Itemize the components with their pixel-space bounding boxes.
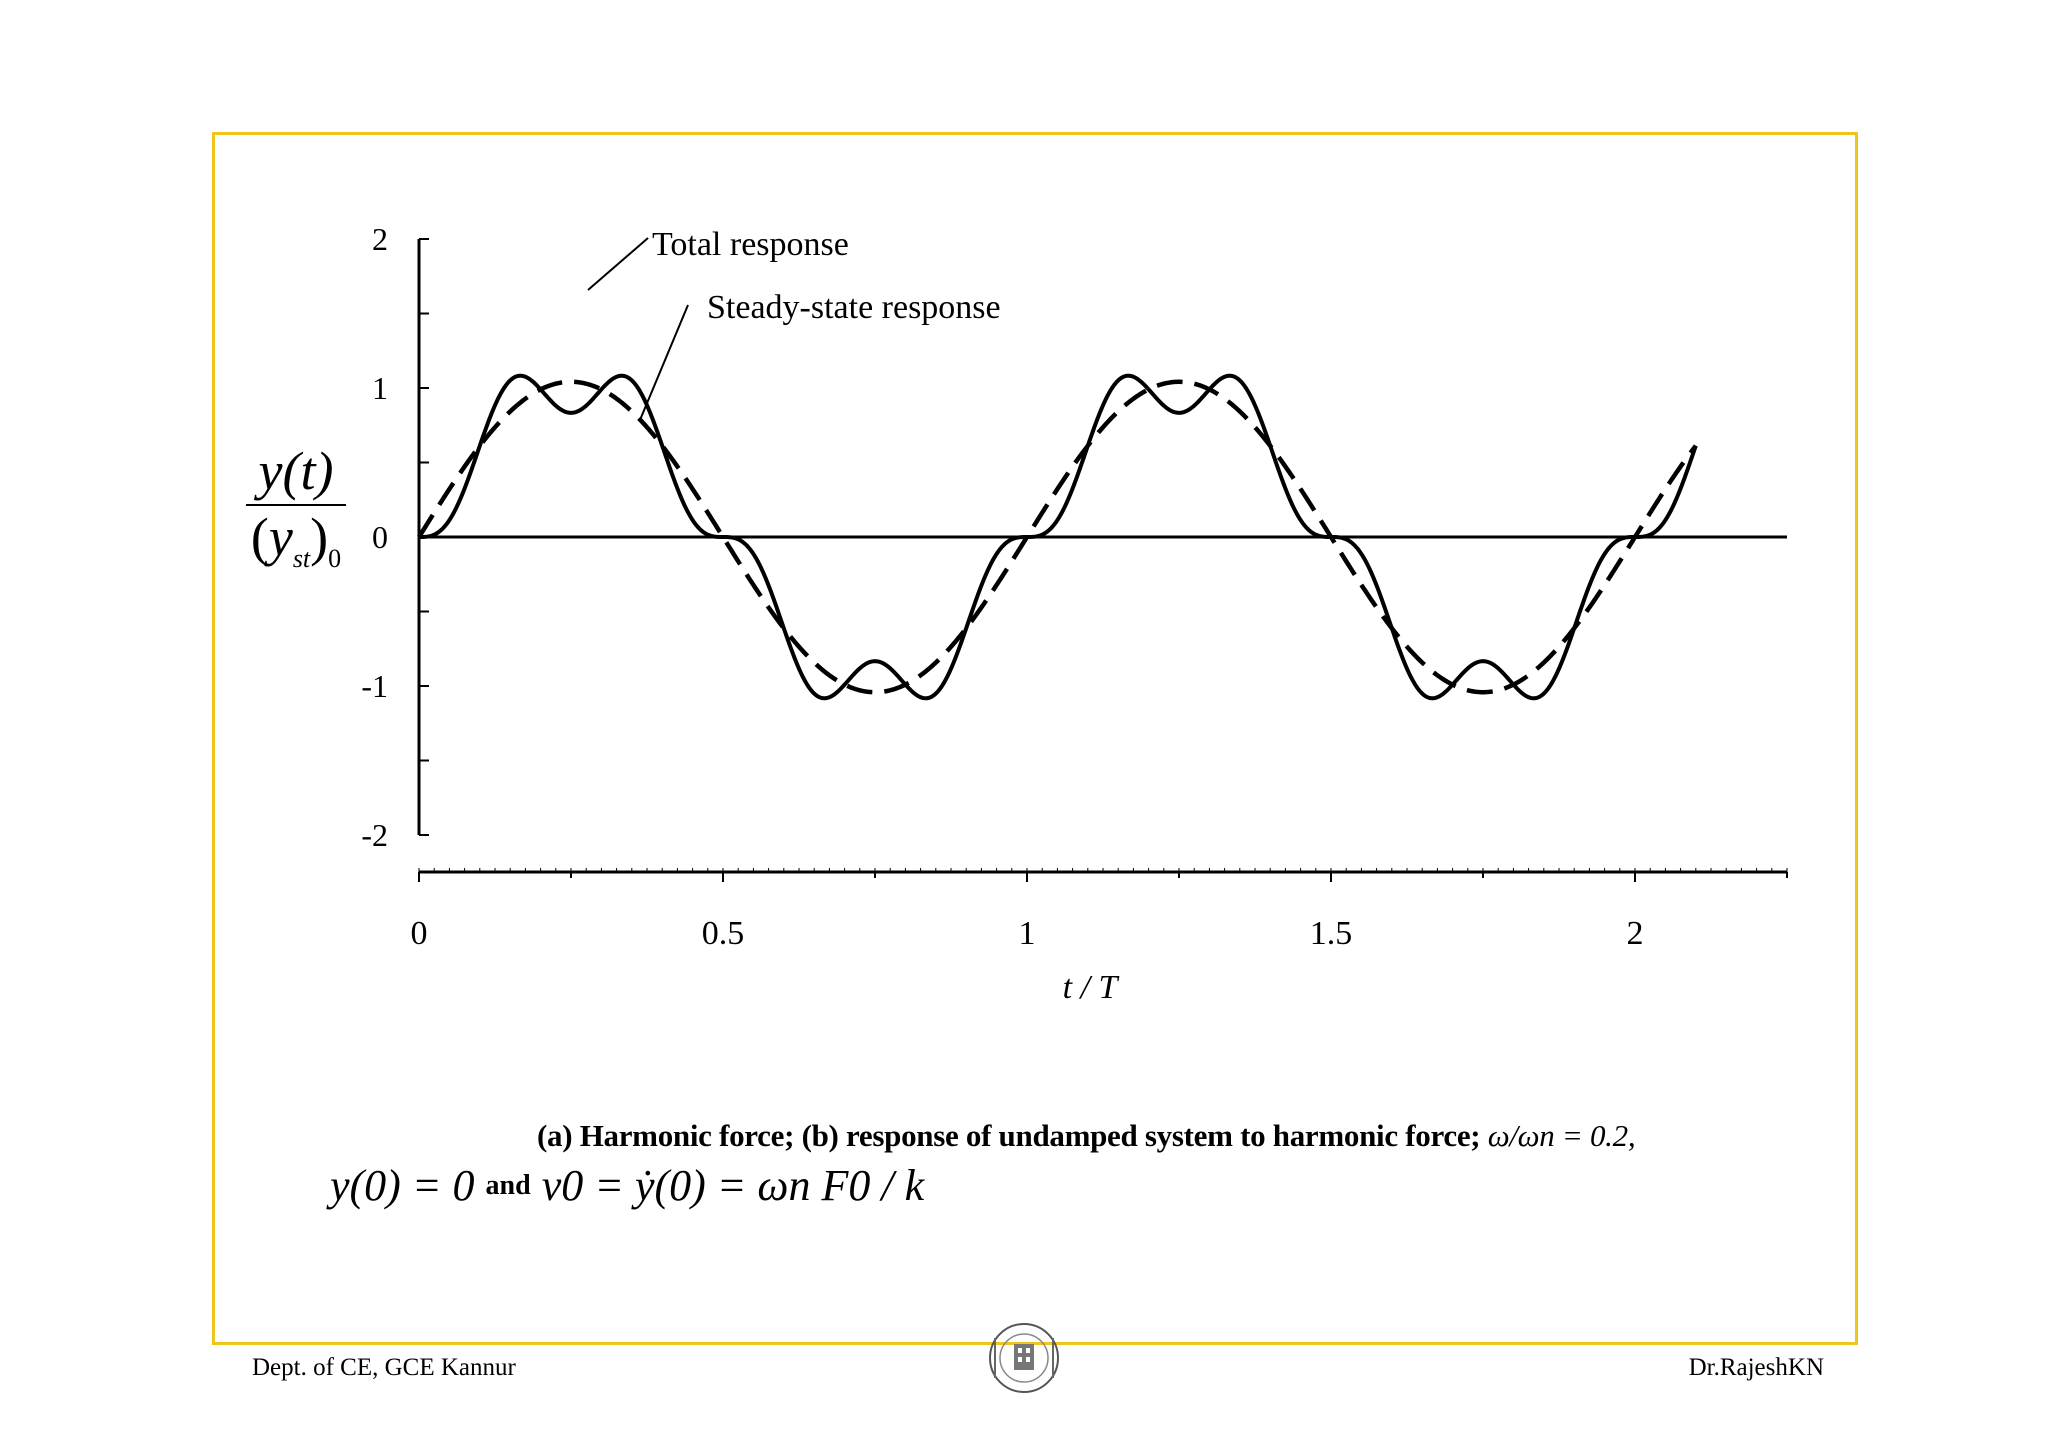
x-tick-label: 1.5: [1310, 915, 1353, 952]
annotation-total-leader: [587, 237, 649, 291]
chart-annotations: Total response Steady-state response: [587, 226, 1001, 421]
y-tick-label: -1: [361, 668, 388, 704]
y-axis-label: y(t) (yst)0: [246, 440, 346, 574]
footer-author: Dr.RajeshKN: [1688, 1354, 1824, 1381]
initial-velocity: v0 = ẏ(0) = ωn F0 / k: [541, 1161, 925, 1210]
y-tick-label: -2: [361, 817, 388, 853]
annotation-steady-leader: [639, 304, 689, 421]
x-tick-label: 2: [1627, 915, 1644, 952]
annotation-total-response: Total response: [652, 226, 849, 263]
chart-ticks: 0 0.5 1 1.5 2 2 1 0 -1 -2 t / T: [361, 221, 1643, 1006]
caption-text: (a) Harmonic force; (b) response of unda…: [537, 1118, 1481, 1153]
y-axis-label-denominator-base: y: [268, 507, 293, 567]
initial-displacement: y(0) = 0: [330, 1161, 475, 1210]
x-axis-label: t / T: [1063, 969, 1120, 1006]
y-tick-label: 2: [372, 221, 388, 257]
x-tick-label: 0: [411, 915, 428, 952]
caption-frequency-ratio: ω/ωn = 0.2,: [1487, 1118, 1636, 1153]
college-logo-icon: [989, 1323, 1059, 1393]
y-tick-label: 0: [372, 519, 388, 555]
y-axis-label-denominator-sub: st: [292, 543, 311, 573]
slide-frame: [212, 132, 1858, 1345]
chart-axes: [417, 238, 1788, 882]
chart-series: [417, 373, 1698, 701]
caption-and: and: [485, 1170, 531, 1201]
total-response-line: [419, 373, 1698, 701]
footer-department: Dept. of CE, GCE Kannur: [252, 1354, 516, 1381]
annotation-steady-state-response: Steady-state response: [707, 289, 1001, 326]
x-tick-label: 1: [1019, 915, 1036, 952]
y-axis-label-numerator: y(t): [246, 440, 346, 506]
y-axis-label-denominator: (yst)0: [250, 507, 342, 573]
y-axis-label-denominator-outer-sub: 0: [328, 543, 342, 573]
y-tick-label: 1: [372, 370, 388, 406]
figure-caption-line2: y(0) = 0 and v0 = ẏ(0) = ωn F0 / k: [330, 1160, 924, 1211]
x-tick-label: 0.5: [702, 915, 745, 952]
steady-state-response-line: [417, 379, 1698, 695]
figure-caption-line1: (a) Harmonic force; (b) response of unda…: [537, 1118, 1636, 1154]
